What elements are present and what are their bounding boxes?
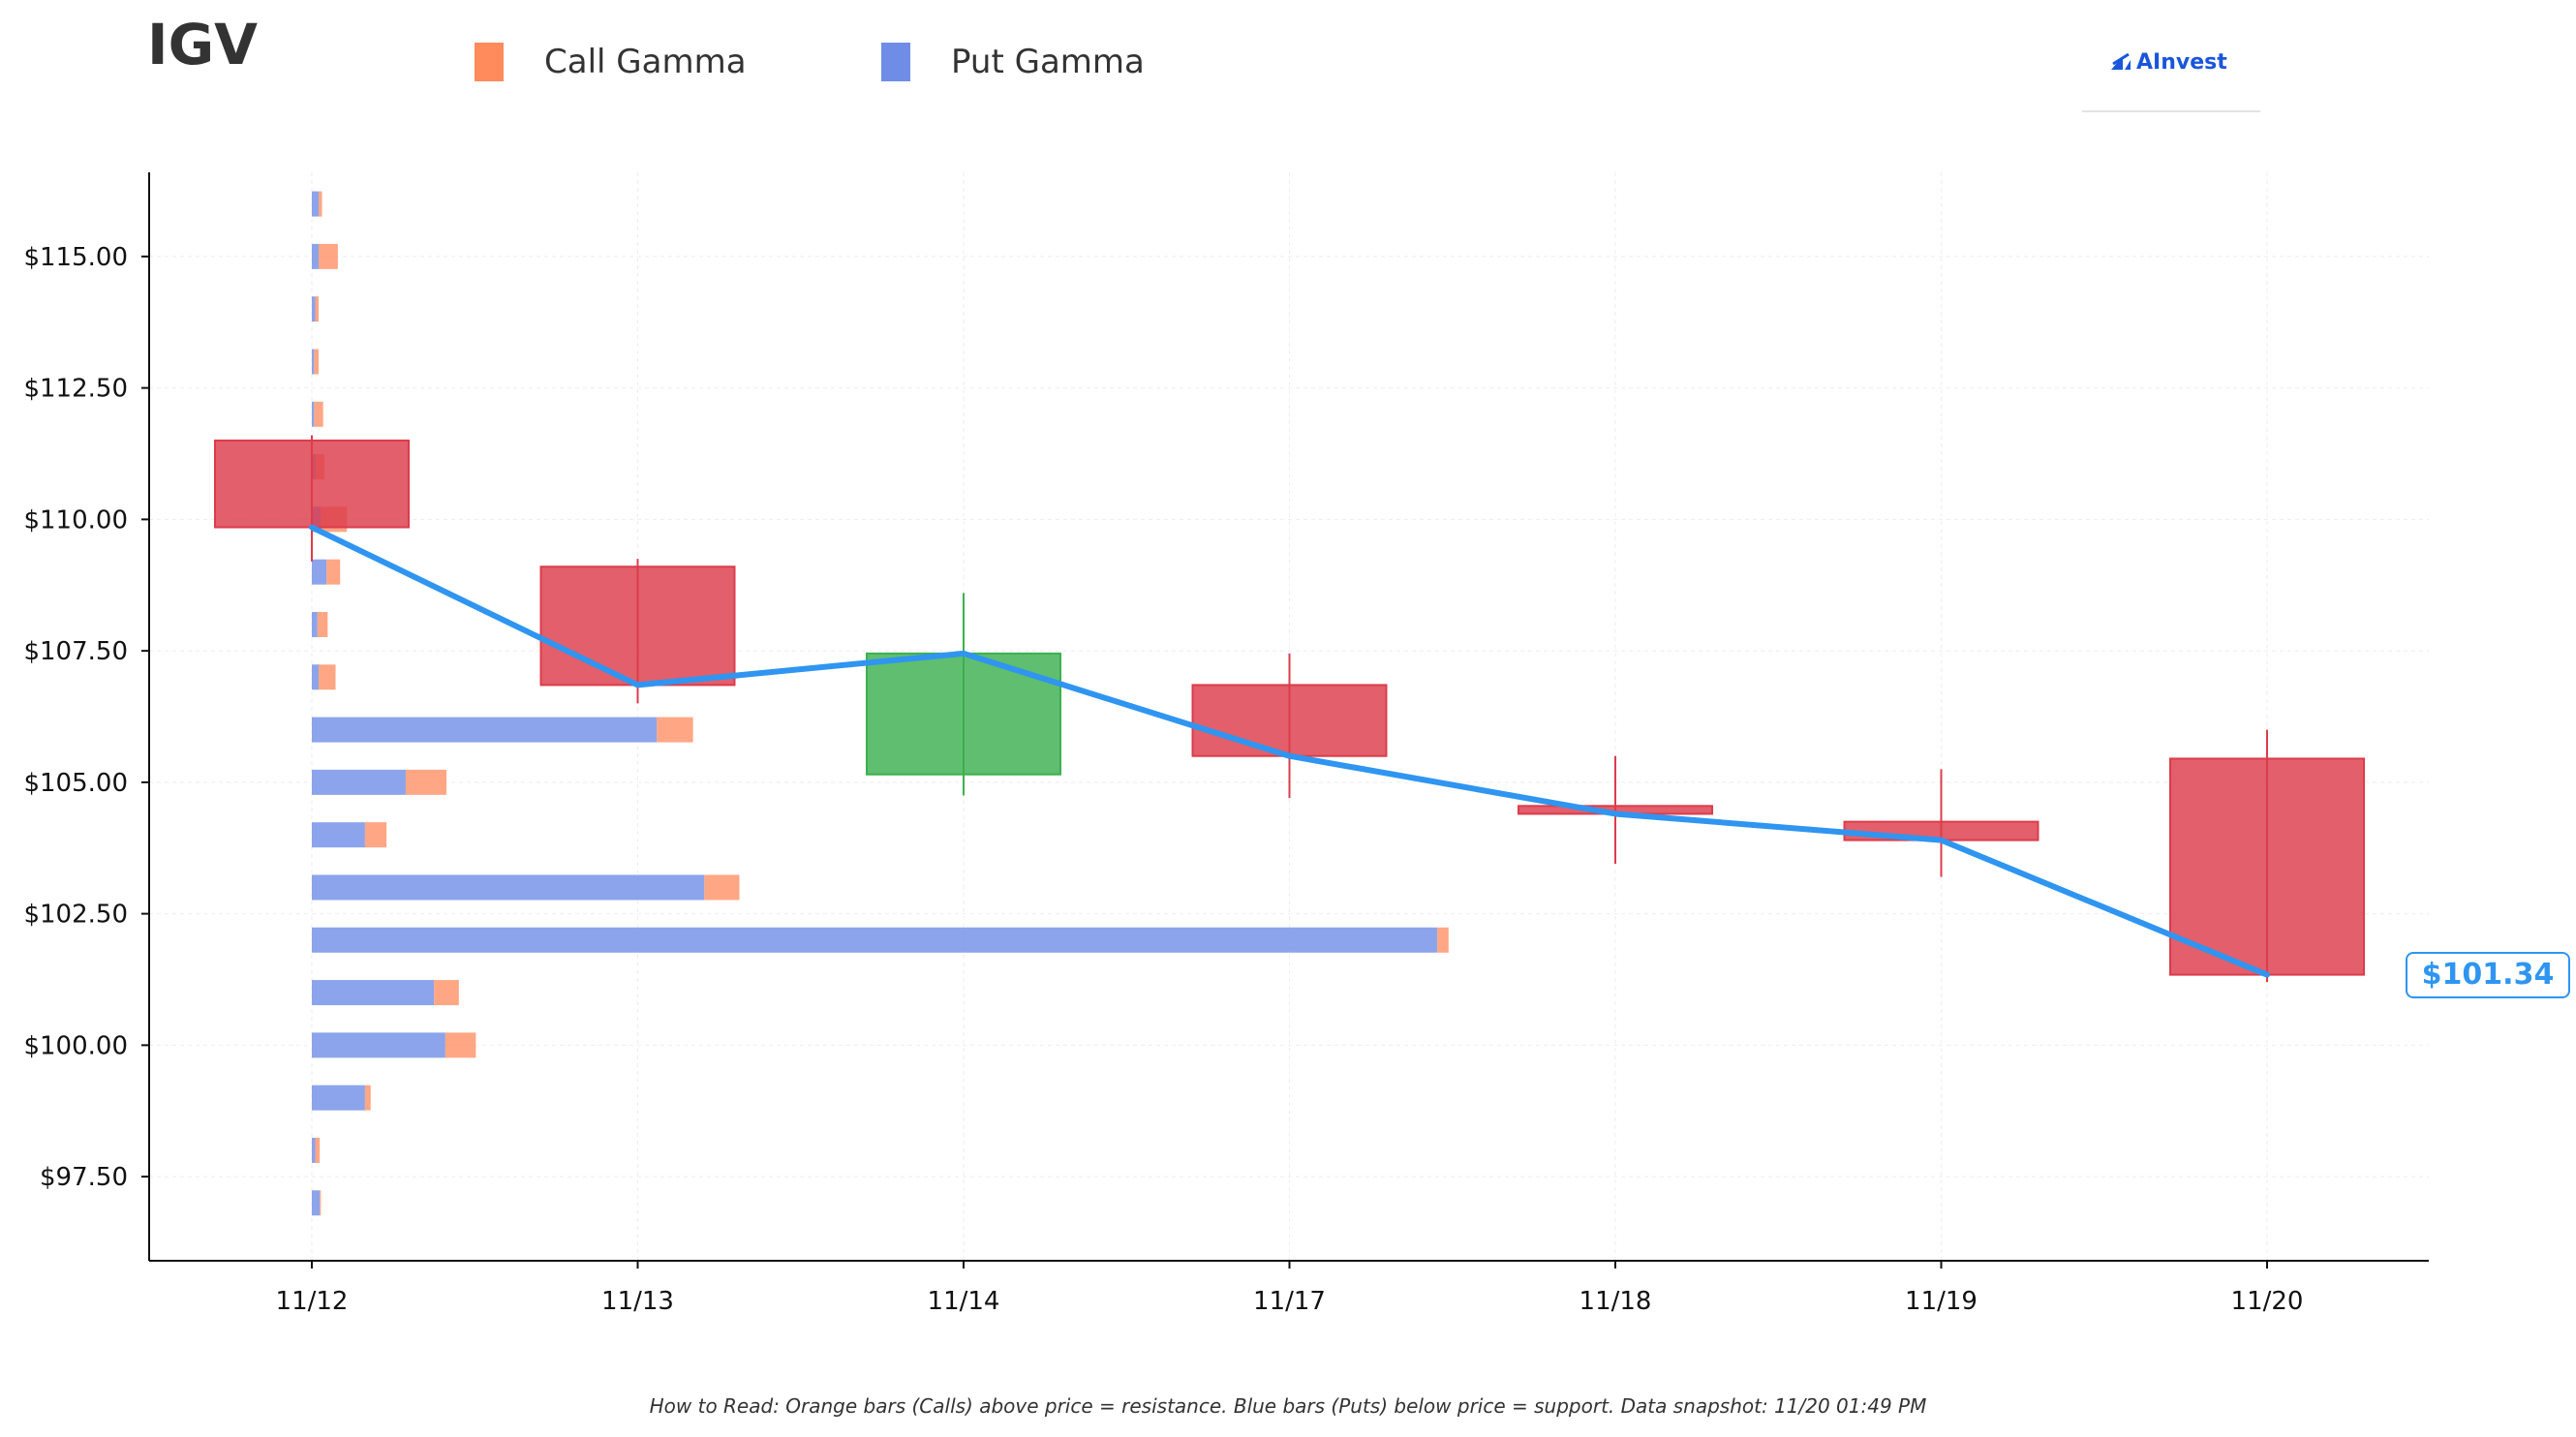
put-gamma-bar <box>312 611 318 637</box>
call-gamma-bar <box>315 296 320 322</box>
ainvest-logo-icon <box>2111 52 2131 70</box>
y-tick-label: $97.50 <box>40 1163 128 1192</box>
candles <box>214 435 2365 983</box>
put-gamma-bar <box>312 717 658 743</box>
legend-item-call: Call Gamma <box>475 33 747 91</box>
y-tick-label: $107.50 <box>23 637 128 666</box>
axes: $97.50 $100.00 $102.50 $105.00 $107.50 $110.0… <box>23 172 2429 1316</box>
x-tick-label: 11/12 <box>276 1287 349 1316</box>
y-tick-label: $112.50 <box>23 375 128 404</box>
call-gamma-bar <box>326 559 341 585</box>
put-gamma-bar <box>312 243 320 269</box>
put-gamma-bar <box>312 822 365 848</box>
call-gamma-bar <box>317 611 328 637</box>
footnote: How to Read: Orange bars (Calls) above p… <box>649 1394 1927 1418</box>
x-tick-label: 11/13 <box>601 1287 674 1316</box>
call-gamma-bar <box>314 401 323 427</box>
put-gamma-bar <box>312 874 705 901</box>
put-gamma-bar <box>312 769 406 795</box>
call-gamma-bar <box>319 243 338 269</box>
y-tick-label: $115.00 <box>23 243 128 272</box>
call-gamma-bar <box>657 717 693 743</box>
ainvest-logo-text: AInvest <box>2136 50 2227 75</box>
candle-body <box>866 652 1061 776</box>
put-gamma-bar <box>312 559 327 585</box>
call-gamma-bar <box>434 980 459 1006</box>
legend-label-put: Put Gamma <box>951 43 1145 81</box>
put-gamma-bar <box>312 927 1438 953</box>
put-gamma-bar <box>312 1032 445 1058</box>
x-tick-label: 11/19 <box>1905 1287 1978 1316</box>
put-gamma-bar <box>312 1190 321 1216</box>
put-gamma-bar <box>312 191 320 217</box>
put-gamma-bar <box>312 1085 365 1111</box>
call-gamma-bar <box>364 822 387 848</box>
x-tick-label: 11/14 <box>928 1287 1000 1316</box>
logo-divider <box>2082 110 2260 112</box>
gamma-bars <box>312 191 1449 1216</box>
x-tick-label: 11/20 <box>2231 1287 2304 1316</box>
put-gamma-bar <box>312 349 315 375</box>
current-price-label: $101.34 <box>2406 951 2570 998</box>
candle-body <box>2169 757 2365 976</box>
call-gamma-bar <box>315 1137 321 1163</box>
x-tick-label: 11/18 <box>1579 1287 1652 1316</box>
chart-title: IGV <box>147 12 259 77</box>
put-gamma-bar <box>312 664 320 690</box>
call-gamma-bar <box>1437 927 1449 953</box>
y-tick-label: $100.00 <box>23 1031 128 1060</box>
call-swatch <box>475 43 504 81</box>
y-tick-label: $102.50 <box>23 901 128 930</box>
put-gamma-bar <box>312 980 435 1006</box>
put-gamma-bar <box>312 296 316 322</box>
call-gamma-bar <box>445 1032 476 1058</box>
call-gamma-bar <box>704 874 740 901</box>
x-tick-label: 11/17 <box>1253 1287 1326 1316</box>
put-swatch <box>881 43 910 81</box>
call-gamma-bar <box>314 349 320 375</box>
gamma-chart: $97.50 $100.00 $102.50 $105.00 $107.50 $110.0… <box>23 172 2429 1316</box>
call-gamma-bar <box>320 1190 322 1216</box>
close-line-group <box>309 524 2270 978</box>
candle-body <box>214 439 410 529</box>
put-gamma-bar <box>312 401 315 427</box>
legend-item-put: Put Gamma <box>881 33 1145 91</box>
call-gamma-bar <box>319 191 322 217</box>
close-price-line <box>309 524 2270 978</box>
candle-body <box>1191 684 1388 757</box>
candle-body <box>539 566 736 687</box>
y-tick-label: $105.00 <box>23 769 128 798</box>
call-gamma-bar <box>364 1085 371 1111</box>
legend-label-call: Call Gamma <box>544 43 747 81</box>
put-gamma-bar <box>312 1137 316 1163</box>
call-gamma-bar <box>405 769 446 795</box>
call-gamma-bar <box>319 664 336 690</box>
y-tick-label: $110.00 <box>23 505 128 535</box>
